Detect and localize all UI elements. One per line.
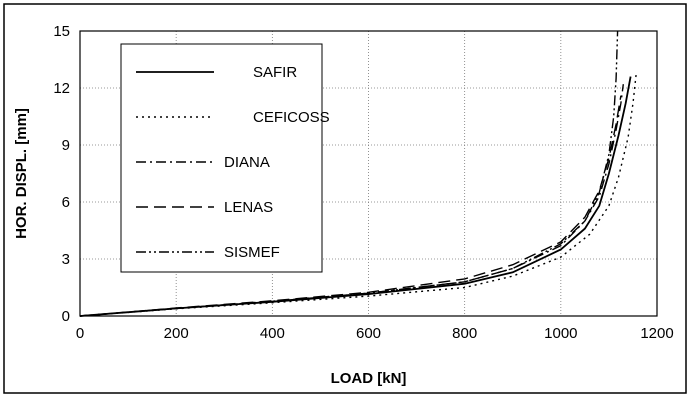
x-tick-label: 1200	[640, 325, 673, 342]
tick-labels: 0 200 400 600 800 1000 1200 0 3 6 9 12 15	[53, 23, 673, 342]
x-tick-label: 200	[164, 325, 189, 342]
y-tick-label: 6	[62, 194, 70, 211]
legend-box	[120, 43, 323, 273]
x-axis-title: LOAD [kN]	[331, 370, 407, 387]
legend-label-ceficoss: CEFICOSS	[253, 109, 330, 126]
y-tick-label: 9	[62, 137, 70, 154]
legend-label-safir: SAFIR	[253, 64, 297, 81]
chart-frame	[3, 3, 687, 394]
legend-label-lenas: LENAS	[224, 199, 273, 216]
y-tick-label: 15	[53, 23, 70, 40]
legend-label-sismef: SISMEF	[224, 244, 280, 261]
series-line-lenas	[79, 95, 622, 317]
x-tick-label: 1000	[544, 325, 577, 342]
series-line-ceficoss	[79, 72, 637, 317]
legend: SAFIR CEFICOSS DIANA LENAS SISMEF	[120, 43, 330, 273]
series-line-sismef	[79, 30, 619, 317]
x-tick-label: 600	[356, 325, 381, 342]
legend-label-diana: DIANA	[224, 154, 270, 171]
y-tick-label: 3	[62, 251, 70, 268]
x-tick-label: 0	[76, 325, 84, 342]
y-tick-label: 0	[62, 308, 70, 325]
y-axis-title: HOR. DISPL. [mm]	[13, 108, 30, 239]
y-tick-label: 12	[53, 80, 70, 97]
x-tick-label: 800	[452, 325, 477, 342]
plot-area-border	[79, 30, 658, 317]
x-tick-label: 400	[260, 325, 285, 342]
series-line-diana	[79, 84, 624, 317]
series-group	[79, 30, 637, 317]
